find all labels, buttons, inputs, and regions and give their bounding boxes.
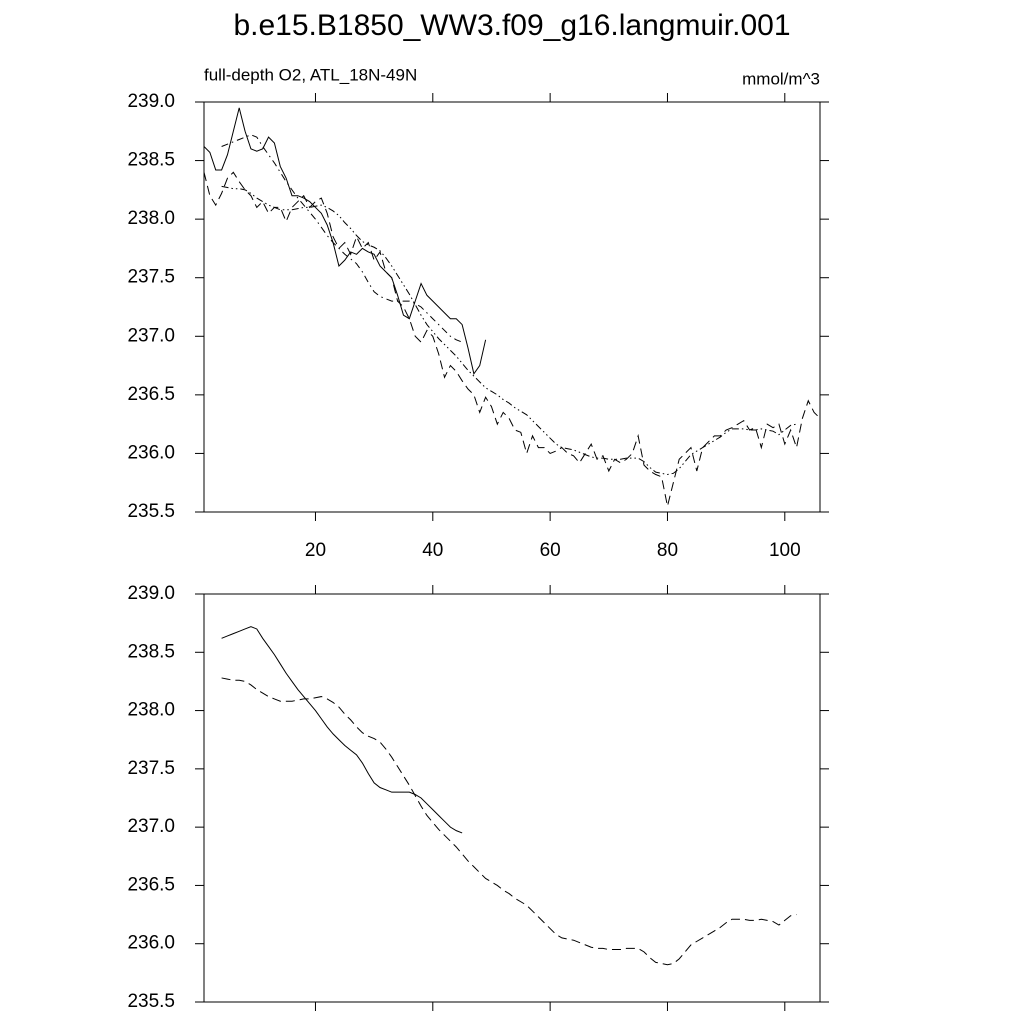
y-tick-label: 236.0 (127, 442, 175, 463)
y-tick-label: 237.0 (127, 816, 175, 837)
subtitle: full-depth O2, ATL_18N-49N (204, 65, 417, 84)
y-tick-label: 236.5 (127, 874, 175, 895)
data-line (203, 107, 487, 375)
plot-frame (203, 593, 821, 1003)
plot-frame (203, 101, 821, 513)
y-tick-label: 235.5 (127, 991, 175, 1012)
data-line (221, 185, 797, 476)
y-tick-label: 237.5 (127, 267, 175, 288)
figure-title: b.e15.B1850_WW3.f09_g16.langmuir.001 (233, 9, 790, 42)
y-tick-label: 237.0 (127, 325, 175, 346)
y-tick-label: 238.5 (127, 150, 175, 171)
y-tick-label: 236.5 (127, 384, 175, 405)
y-tick-label: 238.0 (127, 700, 175, 721)
y-tick-label: 236.0 (127, 933, 175, 954)
y-tick-label: 238.0 (127, 208, 175, 229)
y-tick-label: 235.5 (127, 501, 175, 522)
units-label: mmol/m^3 (742, 69, 820, 88)
data-line (203, 171, 821, 507)
x-tick-label: 40 (422, 540, 443, 561)
y-tick-label: 239.0 (127, 91, 175, 112)
x-tick-label: 60 (540, 540, 561, 561)
y-tick-label: 239.0 (127, 583, 175, 604)
x-tick-label: 20 (305, 540, 326, 561)
data-line (221, 134, 463, 343)
x-tick-label: 80 (657, 540, 678, 561)
y-tick-label: 237.5 (127, 758, 175, 779)
data-line (221, 626, 463, 834)
data-line (221, 677, 797, 966)
x-tick-label: 100 (769, 540, 801, 561)
y-tick-label: 238.5 (127, 641, 175, 662)
